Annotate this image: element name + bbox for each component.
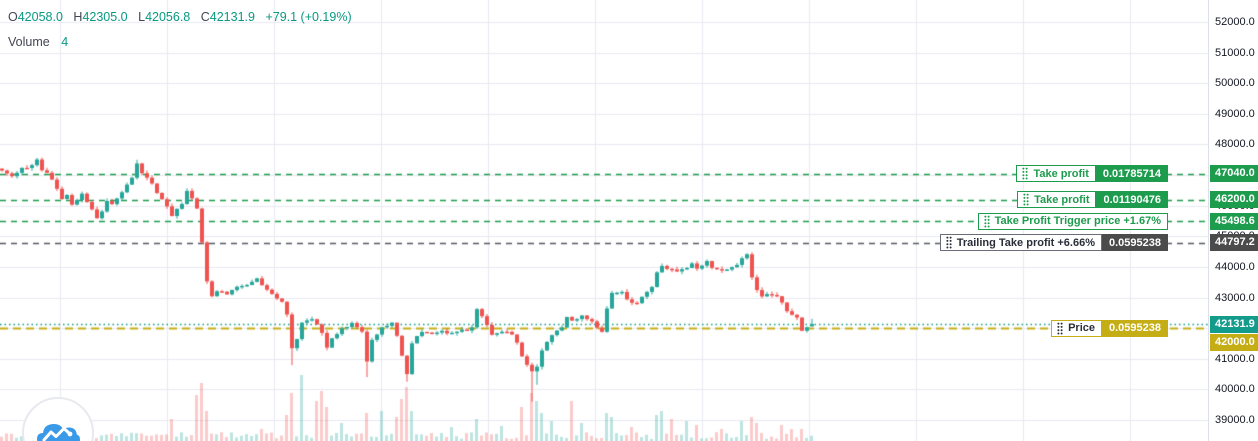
price-tick-label: 39000.0 [1215,414,1255,426]
take-profit-1-line-label[interactable]: Take profit 0.01785714 [1016,165,1168,183]
order-price-axis-badge: 46200.0 [1210,191,1258,209]
order-label-text: Take Profit Trigger price +1.67% [994,215,1161,228]
cloud-chart-icon [37,424,80,441]
volume-legend: Volume 4 [8,34,352,51]
price-tick-label: 43000.0 [1215,291,1255,304]
order-label-text: Take profit [1034,193,1090,206]
legend-low-label: L [138,10,146,24]
order-quantity: 0.0595238 [1102,234,1168,252]
ohlc-values: O42058.0 H42305.0 L42056.8 C42131.9 +79.… [8,9,352,26]
ohlc-legend: O42058.0 H42305.0 L42056.8 C42131.9 +79.… [8,9,352,51]
price-tick-label: 49000.0 [1215,107,1255,120]
order-label-text: Take profit [1033,167,1089,180]
legend-high-value: 42305.0 [82,10,128,24]
volume-value: 4 [61,35,69,49]
order-quantity: 0.01190476 [1096,191,1168,209]
price-tick-label: 50000.0 [1215,77,1255,90]
drag-handle-icon[interactable] [946,236,952,249]
take-profit-trigger-line-label[interactable]: Take Profit Trigger price +1.67% [977,212,1168,230]
price-tick-label: 41000.0 [1215,352,1255,365]
drag-handle-icon[interactable] [983,215,990,228]
price-tick-label: 44000.0 [1215,260,1255,273]
legend-open-label: O [8,10,18,24]
current-price-axis-badge: 42131.9 [1210,315,1258,333]
price-line-label[interactable]: Price 0.0595238 [1051,319,1168,337]
volume-label: Volume [8,35,50,49]
price-tick-label: 40000.0 [1215,383,1255,396]
order-price-axis-badge: 42000.0 [1210,333,1258,351]
drag-handle-icon[interactable] [1022,167,1029,180]
price-axis[interactable]: 52000.051000.050000.049000.048000.047000… [1208,0,1258,441]
trailing-take-profit-line-label[interactable]: Trailing Take profit +6.66% 0.0595238 [939,234,1168,252]
order-label-text: Trailing Take profit +6.66% [956,236,1095,249]
legend-close-value: 42131.9 [209,10,255,24]
legend-change: +79.1 (+0.19%) [265,10,352,24]
order-label-text: Price [1068,322,1095,335]
legend-low-value: 42056.8 [145,10,191,24]
legend-open-value: 42058.0 [17,10,63,24]
legend-close-label: C [200,10,210,24]
order-price-axis-badge: 45498.6 [1210,212,1258,230]
legend-high-label: H [73,10,83,24]
order-quantity: 0.0595238 [1102,319,1168,337]
price-tick-label: 52000.0 [1215,16,1255,28]
order-price-axis-badge: 44797.2 [1210,234,1258,252]
price-tick-label: 48000.0 [1215,138,1255,151]
order-price-axis-badge: 47040.0 [1210,165,1258,183]
order-quantity: 0.01785714 [1095,165,1168,183]
price-tick-label: 51000.0 [1215,46,1255,59]
take-profit-2-line-label[interactable]: Take profit 0.01190476 [1017,191,1168,209]
drag-handle-icon[interactable] [1057,322,1063,335]
drag-handle-icon[interactable] [1023,193,1029,206]
